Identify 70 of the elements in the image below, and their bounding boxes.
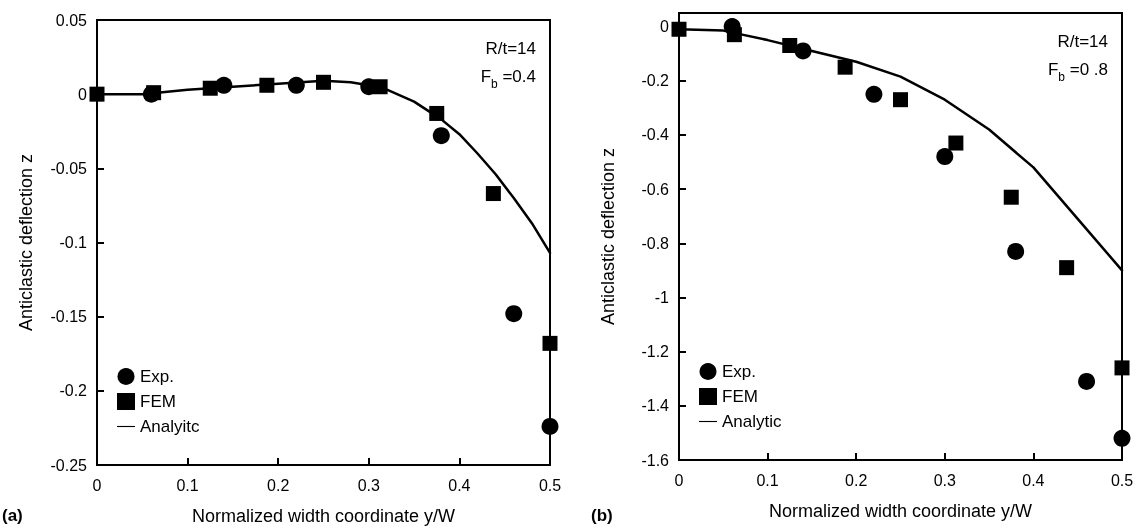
point [947,135,963,151]
x-tick-label: 0.2 [844,471,867,489]
x-tick-label: 0.3 [357,476,381,494]
point [89,86,105,102]
text: (b) [590,506,613,525]
point [935,148,953,166]
point [726,27,742,43]
y-tick-label: -0.15 [50,308,88,326]
point [864,85,882,103]
y-tick-label: -0.4 [640,126,669,144]
y-tick-label: 0.05 [55,11,88,29]
point [146,85,162,101]
legend-label: Analyitc [140,417,201,436]
point [485,186,501,202]
point [794,42,812,60]
point [837,59,853,75]
y-tick-label: -1.4 [640,397,669,415]
point [505,305,523,323]
legend-label: Analytic [721,412,782,431]
legend-label: Exp. [721,362,756,381]
y-tick-label: -0.2 [640,72,669,90]
x-tick-label: 0.4 [1021,471,1045,489]
x-tick-label: 0.5 [538,476,562,494]
y-tick-label: -0.6 [640,180,669,198]
point [429,105,445,121]
y-tick-label: -0.2 [59,382,88,400]
x-tick-label: 0 [674,471,684,489]
annotation: R/t=14 [1056,32,1108,51]
x-tick-label: 0 [92,476,102,494]
text: (a) [2,506,23,525]
x-tick-label: 0.1 [755,471,779,489]
x-tick-label: 0.5 [1110,471,1133,489]
x-tick-label: 0.1 [176,476,199,494]
point [892,92,908,108]
x-tick-label: 0.4 [448,476,471,494]
y-tick-label: 0 [659,18,669,36]
point [1114,360,1129,376]
point [316,74,331,90]
point [202,80,218,96]
legend-label: Exp. [140,367,175,386]
y-tick-label: -0.25 [50,456,88,474]
x-axis-title: Normalized width coordinate y/W [768,501,1032,521]
point [1006,242,1024,260]
y-axis-title: Anticlastic deflection z [16,153,36,332]
y-tick-label: -0.1 [59,234,88,251]
y-tick-label: -0.05 [50,159,88,177]
point [1077,372,1095,390]
y-tick-label: -1 [654,288,669,306]
x-axis-title: Normalized width coordinate y/W [191,506,456,526]
point [1003,189,1019,205]
point [781,38,797,54]
y-tick-label: -1.6 [640,451,669,469]
y-tick-label: 0 [78,85,88,103]
annotation: R/t=14 [485,39,536,58]
y-axis-title: Anticlastic deflection z [597,147,618,326]
x-tick-label: 0.3 [933,471,956,489]
point [541,417,559,435]
point [287,76,305,94]
y-tick-label: -1.2 [640,343,669,361]
x-tick-label: 0.2 [267,476,290,494]
point [1113,429,1130,447]
point [542,335,558,351]
legend-label: FEM [721,387,758,406]
point [671,21,686,37]
point [372,79,388,95]
legend-label: FEM [140,392,176,411]
point [432,127,450,145]
point [1058,260,1074,276]
point [259,77,275,93]
y-tick-label: -0.8 [640,234,669,252]
